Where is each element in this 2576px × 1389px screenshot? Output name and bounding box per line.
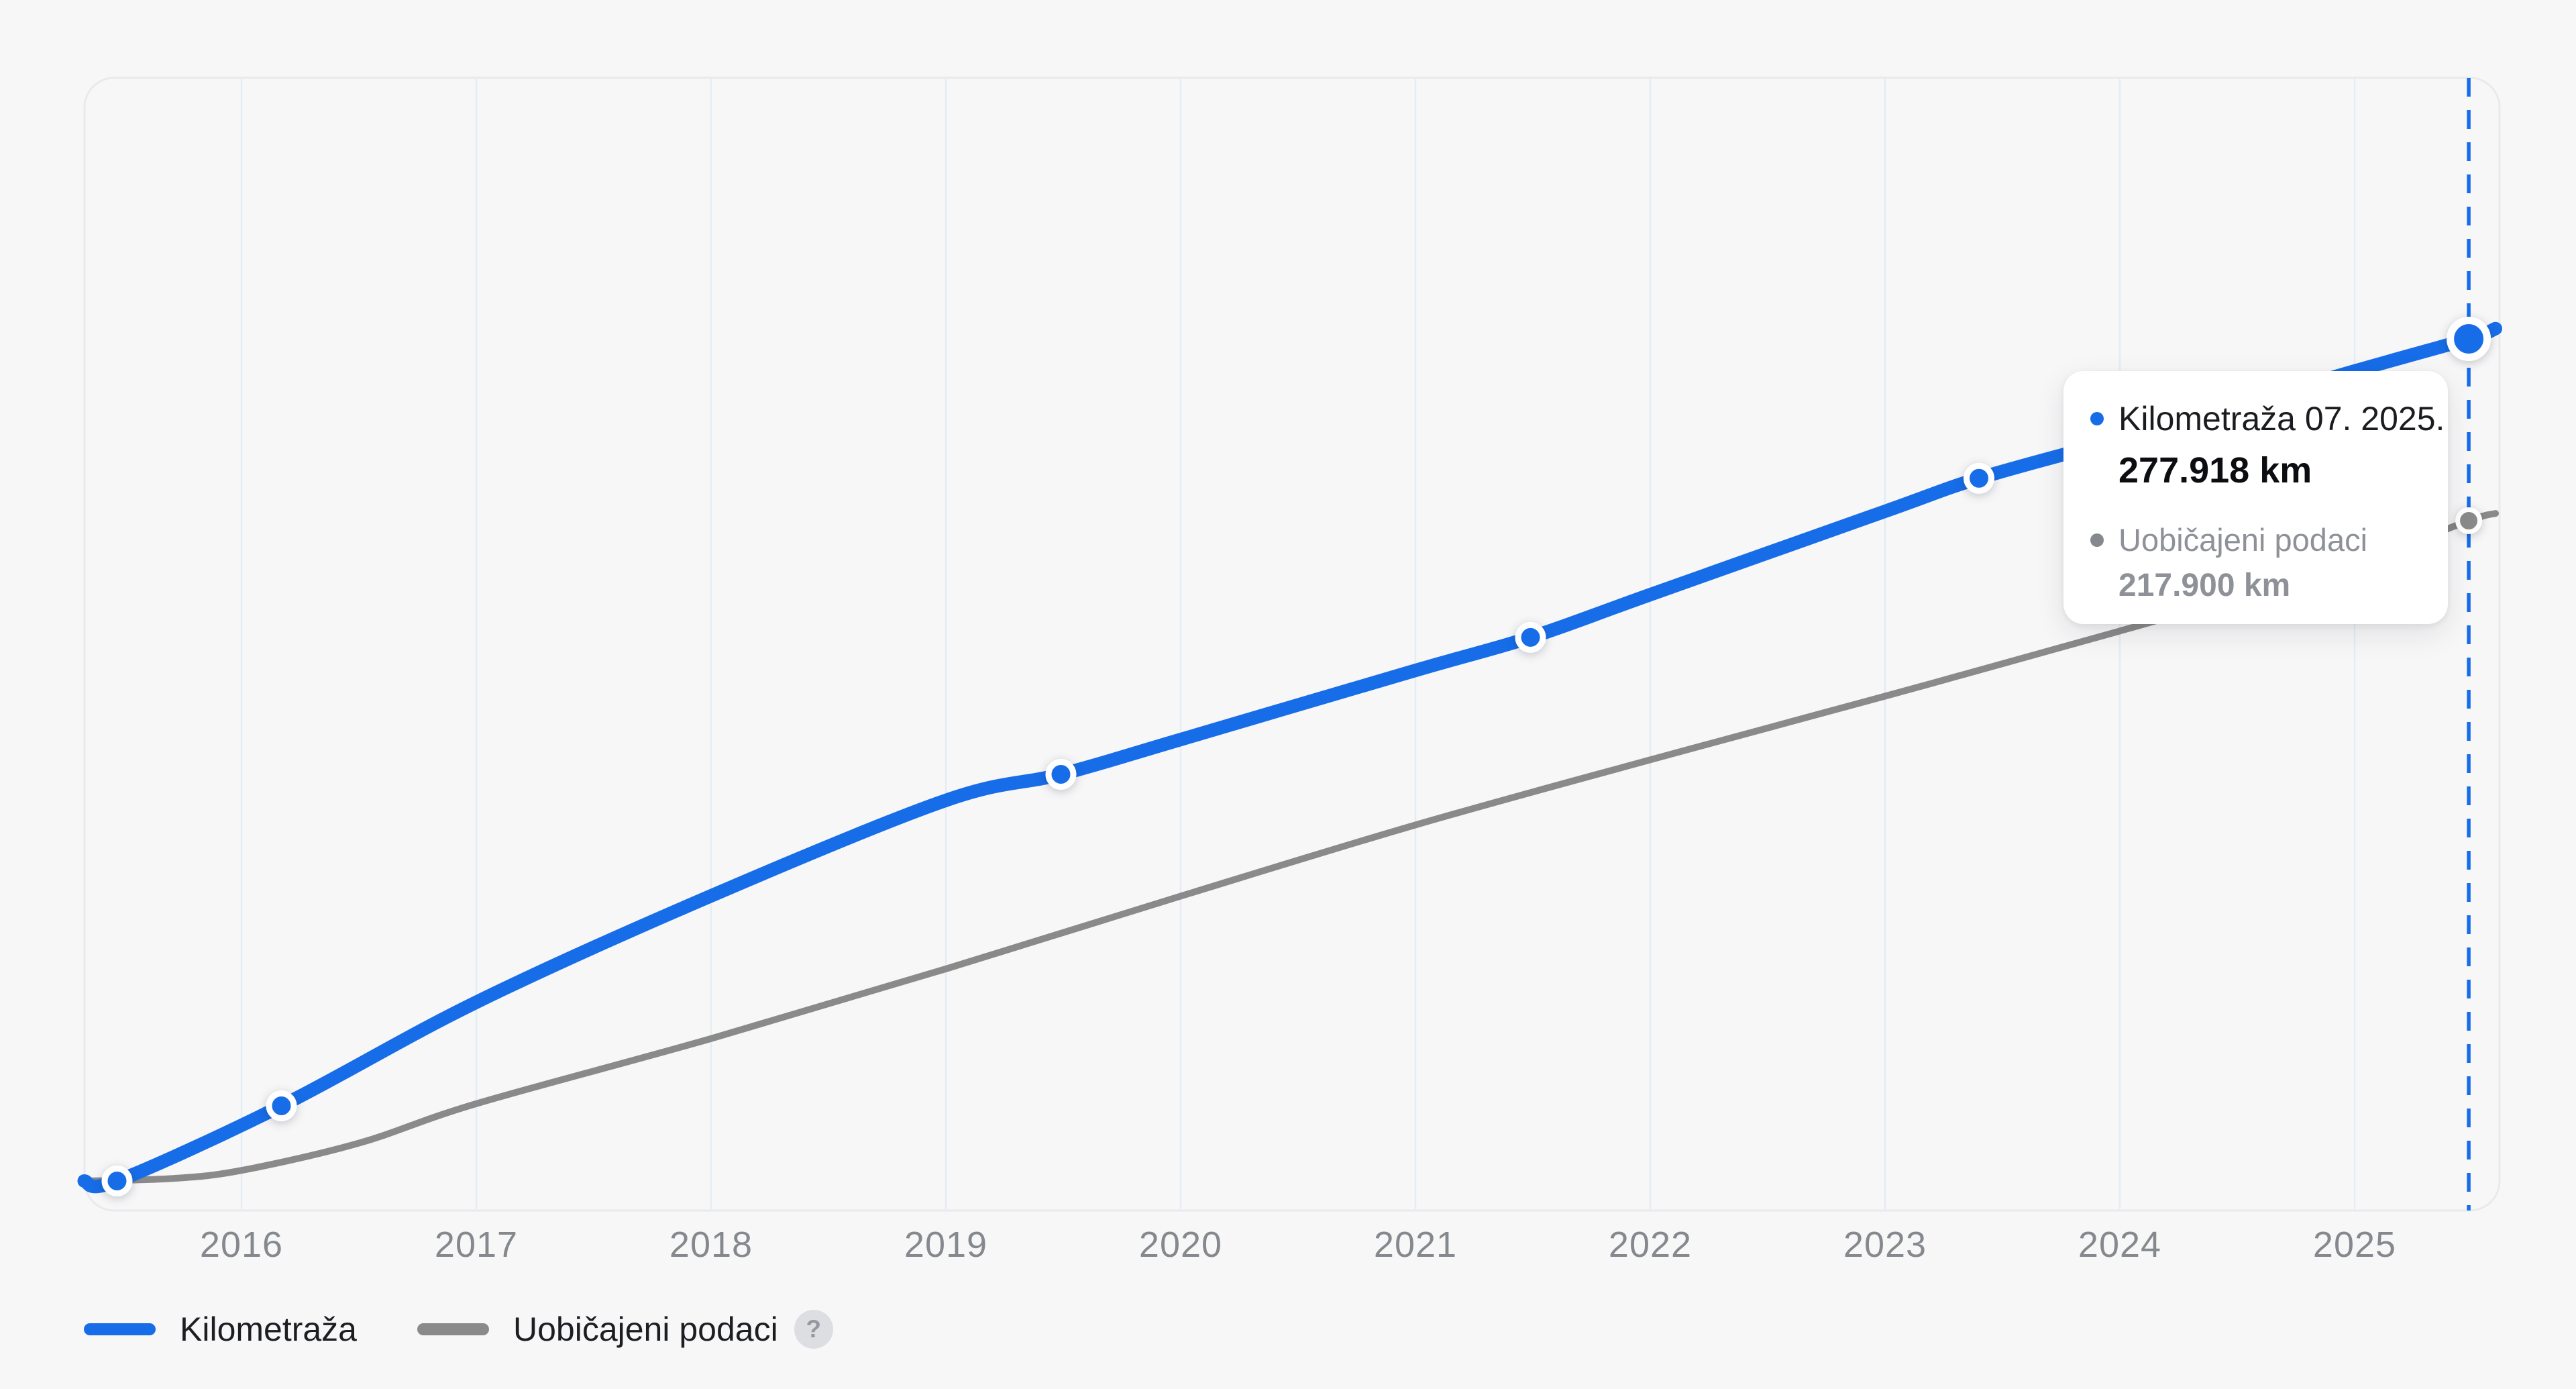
tooltip-series1-label: Kilometraža 07. 2025. bbox=[2118, 400, 2445, 438]
x-axis-label-2018: 2018 bbox=[669, 1225, 753, 1265]
plot-border bbox=[83, 76, 2501, 1212]
help-icon[interactable]: ? bbox=[794, 1310, 833, 1349]
x-axis-label-2019: 2019 bbox=[904, 1225, 988, 1265]
x-axis-label-2020: 2020 bbox=[1138, 1225, 1223, 1265]
x-axis-label-2021: 2021 bbox=[1373, 1225, 1458, 1265]
chart-legend: Kilometraža Uobičajeni podaci ? bbox=[84, 1310, 833, 1349]
tooltip-series2-row: Uobičajeni podaci bbox=[2090, 521, 2424, 559]
x-axis-label-2023: 2023 bbox=[1843, 1225, 1927, 1265]
data-point-marker bbox=[1045, 758, 1077, 790]
kilometraza-line-swatch-icon bbox=[84, 1323, 156, 1335]
tooltip-series1-value: 277.918 km bbox=[2118, 450, 2312, 491]
series1-bullet-icon bbox=[2090, 412, 2104, 425]
tooltip-series2-label: Uobičajeni podaci bbox=[2118, 522, 2368, 558]
data-point-marker bbox=[1515, 621, 1546, 653]
active-data-point-uobicajeni bbox=[2455, 507, 2483, 535]
uobicajeni-podaci-line-swatch-icon bbox=[417, 1323, 489, 1335]
x-axis-label-2022: 2022 bbox=[1608, 1225, 1693, 1265]
x-axis-label-2025: 2025 bbox=[2312, 1225, 2397, 1265]
chart-tooltip: Kilometraža 07. 2025. 277.918 km Uobičaj… bbox=[2063, 371, 2448, 624]
data-point-marker bbox=[101, 1166, 133, 1196]
data-point-marker bbox=[266, 1090, 297, 1122]
legend-label-kilometraza: Kilometraža bbox=[180, 1310, 357, 1348]
active-data-point-kilometraza bbox=[2447, 317, 2491, 361]
legend-label-uobicajeni-podaci: Uobičajeni podaci bbox=[513, 1310, 778, 1348]
legend-item-kilometraza: Kilometraža bbox=[84, 1310, 357, 1349]
data-point-marker bbox=[1964, 462, 1994, 494]
x-axis-label-2017: 2017 bbox=[434, 1225, 519, 1265]
x-axis-label-2024: 2024 bbox=[2078, 1225, 2162, 1265]
legend-item-uobicajeni-podaci: Uobičajeni podaci ? bbox=[417, 1310, 833, 1349]
series2-bullet-icon bbox=[2090, 533, 2104, 547]
tooltip-series2-value: 217.900 km bbox=[2118, 568, 2291, 603]
x-axis-label-2016: 2016 bbox=[199, 1225, 284, 1265]
tooltip-series1-row: Kilometraža 07. 2025. bbox=[2090, 399, 2445, 438]
